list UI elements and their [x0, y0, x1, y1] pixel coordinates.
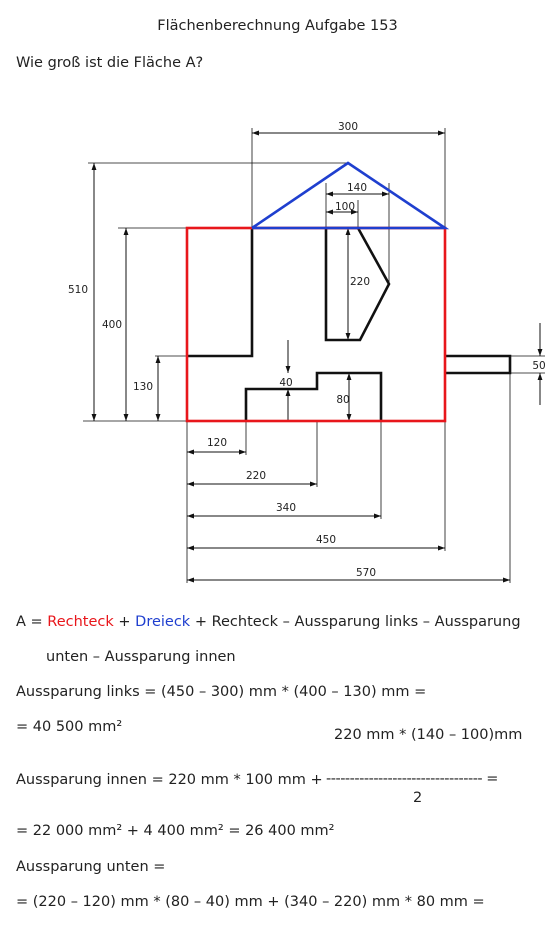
technical-drawing: 300 140 100 510 400 220 130 40 80 50 120…	[68, 121, 546, 583]
formula-dreieck: Dreieck	[135, 614, 191, 630]
dim-label-140: 140	[347, 182, 367, 194]
dim-label-400: 400	[102, 319, 122, 331]
aussparung-links-line: Aussparung links = (450 – 300) mm * (400…	[16, 684, 427, 700]
dim-label-80: 80	[336, 394, 349, 406]
formula-line: A = Rechteck + Dreieck + Rechteck – Auss…	[16, 614, 521, 630]
aussparung-unten-formula: = (220 – 120) mm * (80 – 40) mm + (340 –…	[16, 894, 485, 910]
dim-label-130: 130	[133, 381, 153, 393]
fraction-denominator: 2	[413, 790, 423, 806]
blue-triangle	[251, 161, 450, 230]
dim-label-220-horizontal: 220	[246, 470, 266, 482]
formula-plus: +	[113, 614, 136, 630]
dimension-lines	[91, 130, 543, 583]
page-title: Flächenberechnung Aufgabe 153	[157, 18, 398, 34]
aussparung-innen-line: Aussparung innen = 220 mm * 100 mm +	[16, 772, 323, 788]
dim-label-570: 570	[356, 567, 376, 579]
question-text: Wie groß ist die Fläche A?	[16, 55, 204, 71]
formula-prefix: A =	[16, 614, 48, 630]
dim-label-450: 450	[316, 534, 336, 546]
dim-label-40: 40	[279, 377, 292, 389]
red-rectangle	[185, 226, 447, 423]
dim-label-120: 120	[207, 437, 227, 449]
formula-line-2: unten – Aussparung innen	[46, 649, 236, 665]
aussparung-innen-result: = 22 000 mm² + 4 400 mm² = 26 400 mm²	[16, 823, 335, 839]
aussparung-unten-line: Aussparung unten =	[16, 859, 166, 875]
dim-label-100: 100	[335, 201, 355, 213]
formula-rechteck: Rechteck	[47, 614, 114, 630]
dim-label-510: 510	[68, 284, 88, 296]
dim-label-340: 340	[276, 502, 296, 514]
dim-label-300: 300	[338, 121, 358, 133]
dim-label-220-vertical: 220	[350, 276, 370, 288]
fraction-numerator: 220 mm * (140 – 100)mm	[334, 727, 523, 743]
aussparung-links-result: = 40 500 mm²	[16, 719, 123, 735]
dim-label-50: 50	[532, 360, 545, 372]
shape-outlines	[187, 226, 512, 421]
fraction-bar: --------------------------------- =	[326, 771, 498, 787]
formula-rest: + Rechteck – Aussparung links – Aussparu…	[190, 614, 521, 630]
